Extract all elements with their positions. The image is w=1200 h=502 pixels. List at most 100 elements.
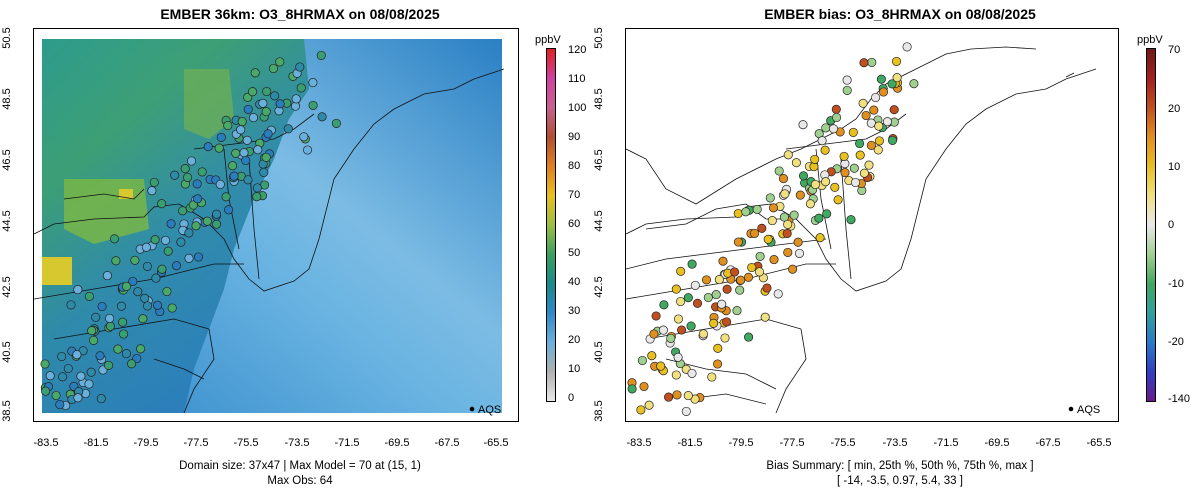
x-tick: -75.5: [233, 437, 259, 449]
x-tick: -71.5: [933, 437, 959, 449]
y-tick: 48.5: [1, 88, 13, 110]
observation-marker: [184, 253, 194, 263]
observation-marker: [892, 73, 902, 83]
model-map-frame: AQS: [33, 28, 519, 422]
observation-marker: [308, 78, 318, 88]
observation-marker: [263, 129, 273, 139]
observation-marker: [221, 192, 231, 202]
observation-marker: [253, 145, 263, 155]
observation-marker: [86, 367, 96, 377]
observation-marker: [252, 192, 262, 202]
observation-marker: [89, 335, 99, 345]
observation-marker: [676, 266, 686, 276]
observation-marker: [87, 326, 97, 336]
observation-marker: [84, 291, 94, 301]
observation-marker: [291, 94, 301, 104]
observation-marker: [262, 86, 272, 97]
observation-marker: [119, 329, 129, 339]
observation-marker: [63, 363, 73, 374]
observation-marker: [647, 351, 657, 361]
observation-marker: [261, 107, 271, 117]
observation-marker: [248, 113, 259, 123]
colorbar-tick-label: 110: [568, 73, 586, 85]
x-tick: -65.5: [1086, 437, 1112, 449]
observation-marker: [58, 372, 68, 382]
observation-marker: [649, 329, 659, 339]
observation-marker: [41, 386, 51, 396]
observation-marker: [842, 75, 852, 85]
x-tick: -67.5: [1035, 437, 1061, 449]
observation-marker: [672, 390, 682, 400]
observation-marker: [782, 228, 792, 239]
x-tick: -65.5: [483, 437, 509, 449]
observation-marker: [186, 156, 197, 166]
x-tick: -79.5: [133, 437, 159, 449]
observation-marker: [247, 87, 258, 97]
observation-marker: [45, 371, 55, 381]
observation-marker: [817, 136, 827, 146]
observation-marker: [831, 104, 841, 114]
observation-marker: [744, 332, 754, 342]
observation-marker: [773, 289, 783, 299]
colorbar-tick-label: 20: [1168, 103, 1181, 115]
x-tick: -75.5: [830, 437, 856, 449]
observation-marker: [140, 293, 150, 303]
observation-marker: [184, 228, 194, 238]
observation-marker: [261, 152, 271, 162]
x-tick: -81.5: [677, 437, 703, 449]
observation-marker: [730, 267, 740, 277]
observation-marker: [51, 390, 61, 401]
colorbar-unit: ppbV: [1137, 34, 1163, 46]
observation-marker: [133, 287, 143, 297]
observation-marker: [778, 174, 789, 184]
y-tick: 40.5: [593, 341, 605, 363]
observation-marker: [760, 312, 770, 322]
observation-marker: [848, 127, 858, 137]
observation-marker: [671, 370, 681, 380]
observation-marker: [237, 117, 247, 127]
observation-marker: [651, 311, 661, 321]
observation-marker: [736, 275, 746, 285]
observation-marker: [874, 136, 884, 146]
observation-marker: [105, 321, 115, 331]
observation-marker: [258, 98, 268, 108]
observation-marker: [141, 242, 151, 252]
observation-marker: [692, 298, 703, 308]
observation-marker: [76, 371, 86, 381]
observation-marker: [128, 276, 138, 286]
observation-marker: [231, 148, 241, 158]
y-tick: 42.5: [593, 276, 605, 298]
observation-marker: [308, 100, 318, 110]
observation-marker: [733, 208, 743, 219]
observation-marker: [55, 399, 65, 410]
x-tick: -81.5: [83, 437, 109, 449]
observation-marker: [130, 255, 140, 265]
observation-marker: [203, 142, 213, 152]
observation-marker: [102, 271, 112, 281]
observation-marker: [849, 163, 859, 173]
observation-marker: [138, 314, 148, 324]
observation-marker: [741, 207, 751, 217]
observation-marker: [40, 359, 50, 369]
colorbar-unit: ppbV: [535, 34, 561, 46]
colorbar-tick-label: 120: [568, 44, 587, 56]
bias-map-frame: AQS: [625, 28, 1119, 422]
observation-marker: [821, 177, 831, 187]
colorbar-tick-label: 100: [568, 102, 587, 114]
observation-marker: [242, 135, 252, 145]
observation-marker: [859, 58, 869, 68]
observation-marker: [842, 85, 852, 95]
observation-marker: [810, 179, 820, 190]
x-tick: -67.5: [434, 437, 460, 449]
observation-marker: [150, 235, 160, 245]
observation-marker: [810, 154, 820, 164]
observation-marker: [711, 290, 721, 300]
observation-marker: [767, 216, 777, 226]
observation-marker: [197, 167, 207, 177]
observation-marker: [656, 361, 666, 371]
observation-marker: [757, 223, 767, 233]
y-tick: 48.5: [593, 88, 605, 110]
observation-marker: [160, 235, 171, 245]
y-tick: 46.5: [1, 149, 13, 171]
observation-marker: [202, 216, 212, 226]
